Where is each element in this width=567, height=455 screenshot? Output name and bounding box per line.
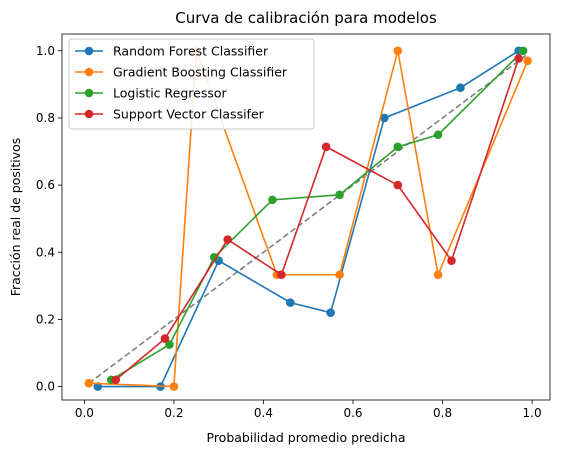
data-point: [380, 113, 389, 123]
data-point: [456, 83, 465, 93]
series-2: [106, 46, 528, 385]
legend: Random Forest Classifier Gradient Boostin…: [68, 38, 315, 130]
series-group: [84, 46, 532, 391]
legend-label: Random Forest Classifier: [113, 44, 269, 59]
series-line: [97, 50, 520, 388]
data-point: [523, 56, 532, 66]
data-point: [514, 54, 523, 63]
y-tick-label: 0.8: [36, 111, 55, 125]
chart-title: Curva de calibración para modelos: [175, 9, 437, 27]
data-point: [165, 340, 174, 349]
data-point: [518, 46, 528, 56]
series-line: [115, 58, 520, 381]
y-ticks: 0.0 0.2 0.4 0.6 0.8 1.0: [36, 44, 62, 394]
y-tick-label: 0.6: [36, 178, 55, 192]
legend-label: Gradient Boosting Classifier: [113, 65, 288, 80]
plot-frame: [61, 33, 551, 401]
series-0: [93, 46, 523, 391]
data-point: [335, 270, 344, 280]
x-axis-title: Probabilidad promedio predicha: [207, 430, 406, 445]
series-3: [111, 54, 523, 385]
y-tick-label: 0.4: [36, 245, 55, 259]
legend-box: [68, 38, 315, 130]
y-axis-title: Fracción real de positivos: [8, 138, 23, 297]
data-point: [223, 235, 232, 244]
legend-marker: [84, 88, 94, 98]
x-tick-label: 0.8: [433, 406, 452, 420]
y-tick-label: 0.0: [36, 380, 55, 394]
data-point: [169, 382, 179, 391]
x-tick-label: 0.2: [164, 406, 183, 420]
data-point: [393, 180, 403, 190]
reference-line: [88, 53, 529, 384]
legend-marker: [84, 67, 94, 77]
data-point: [268, 195, 277, 205]
series-line: [110, 50, 524, 381]
y-tick-label: 0.2: [36, 312, 55, 326]
y-tick-label: 1.0: [36, 44, 55, 58]
data-point: [111, 375, 121, 385]
data-point: [209, 252, 219, 262]
data-point: [393, 46, 403, 56]
x-tick-label: 1.0: [523, 406, 542, 420]
x-tick-label: 0.6: [343, 406, 362, 420]
x-ticks: 0.0 0.2 0.4 0.6 0.8 1.0: [75, 400, 542, 420]
data-point: [326, 308, 335, 317]
data-point: [277, 270, 286, 280]
legend-label: Logistic Regressor: [113, 86, 228, 101]
x-tick-label: 0.0: [75, 406, 94, 420]
data-point: [433, 270, 443, 280]
legend-label: Support Vector Classifer: [113, 107, 265, 122]
data-point: [447, 256, 456, 265]
data-point: [433, 130, 443, 140]
data-point: [160, 334, 170, 343]
data-point: [286, 298, 295, 307]
legend-marker: [84, 46, 94, 56]
legend-marker: [84, 109, 94, 119]
data-point: [335, 190, 344, 200]
data-point: [321, 142, 331, 152]
data-point: [84, 378, 94, 388]
data-point: [393, 142, 403, 152]
x-tick-label: 0.4: [254, 406, 273, 420]
series-line: [88, 50, 529, 388]
